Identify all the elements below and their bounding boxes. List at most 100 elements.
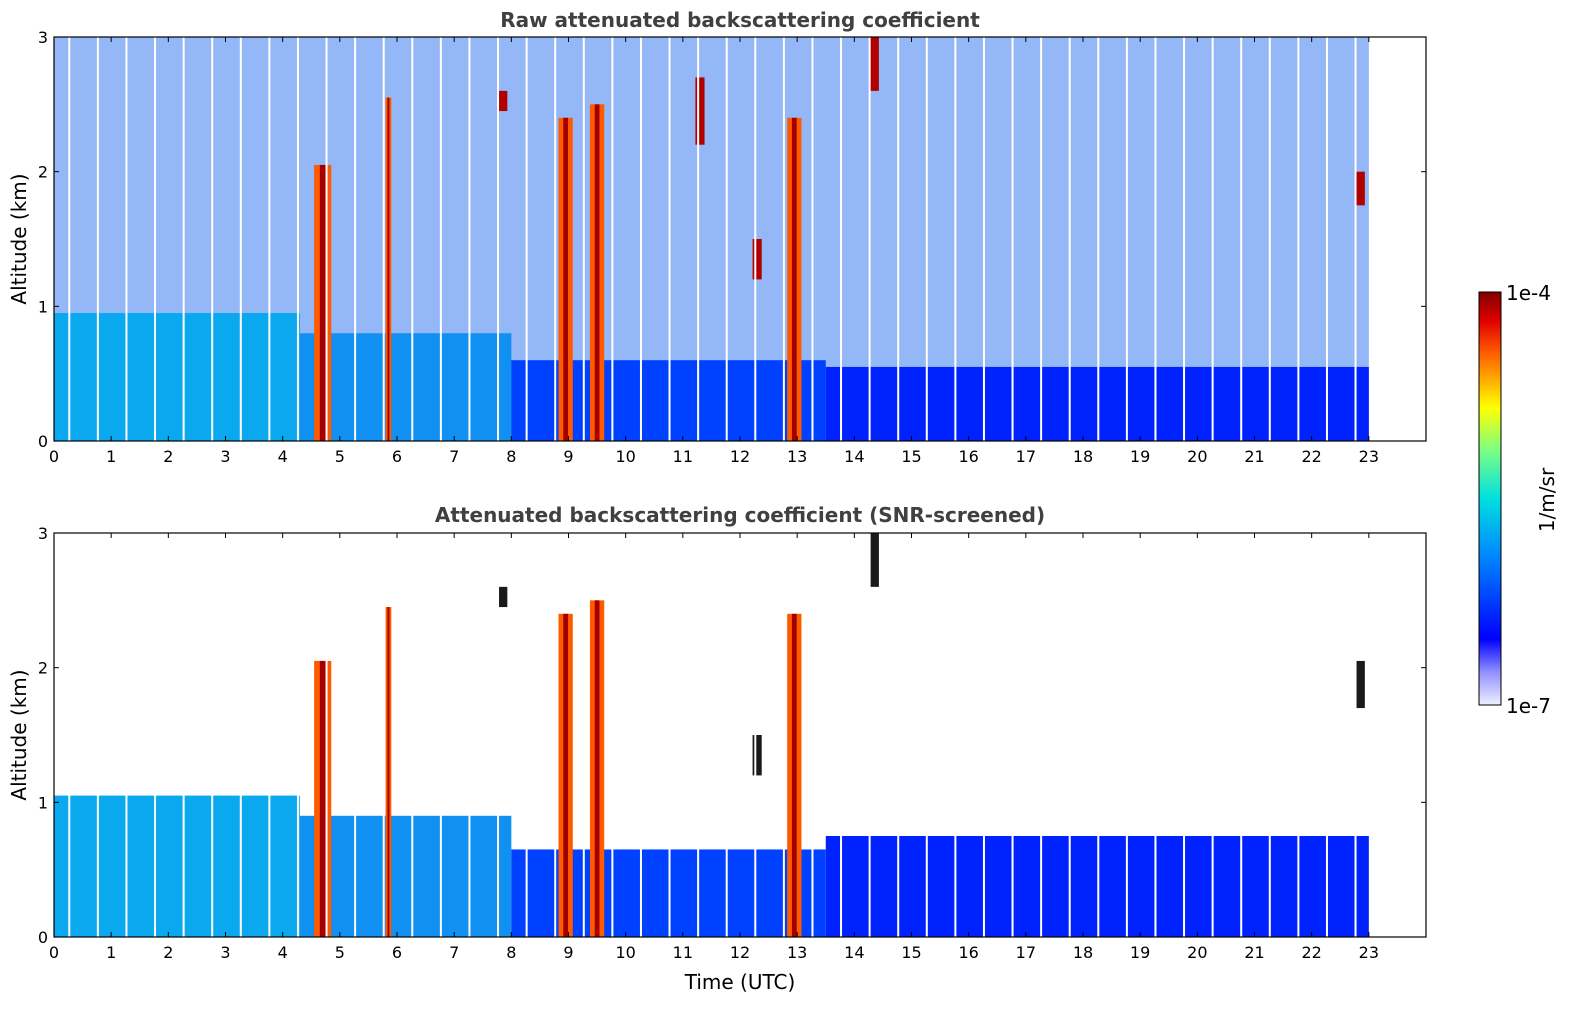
cloud-patch [498, 90, 508, 112]
data-gap [982, 533, 985, 937]
x-tick-label: 19 [1130, 943, 1150, 962]
x-tick-label: 18 [1073, 943, 1093, 962]
boundary-layer-block [54, 795, 300, 937]
y-tick-label: 2 [38, 163, 48, 182]
x-tick-label: 11 [673, 447, 693, 466]
data-gap [1097, 533, 1100, 937]
data-gap [1211, 533, 1214, 937]
x-tick-label: 10 [615, 447, 635, 466]
colorbar-min-label: 1e-7 [1506, 694, 1551, 718]
data-gap [868, 533, 871, 937]
data-gap [525, 37, 528, 441]
snr-panel-title: Attenuated backscattering coefficient (S… [435, 503, 1045, 527]
data-gap [1297, 37, 1300, 441]
data-gap [868, 37, 871, 441]
x-tick-label: 6 [392, 943, 402, 962]
cloud-column-core [563, 613, 569, 937]
data-gap [382, 533, 385, 937]
raw-panel-title: Raw attenuated backscattering coefficien… [500, 8, 980, 32]
data-gap [925, 37, 928, 441]
data-gap [554, 37, 557, 441]
data-gap [296, 533, 299, 937]
boundary-layer-block [299, 815, 512, 937]
x-tick-label: 16 [958, 943, 978, 962]
data-gap [1240, 533, 1243, 937]
raw-backscatter-panel: Raw attenuated backscattering coefficien… [7, 8, 1427, 466]
data-gap [439, 533, 442, 937]
data-gap [725, 533, 728, 937]
data-gap [1325, 37, 1328, 441]
data-gap [1354, 37, 1357, 441]
colorbar-unit-label: 1/m/sr [1535, 467, 1559, 532]
raw-heatmap [54, 37, 1369, 442]
data-gap [411, 37, 414, 441]
data-gap [725, 37, 728, 441]
data-gap [1125, 533, 1128, 937]
y-tick-label: 3 [38, 28, 48, 47]
data-gap [525, 533, 528, 937]
cloud-column-core [319, 660, 326, 937]
x-tick-label: 21 [1244, 447, 1264, 466]
data-gap [354, 533, 357, 937]
x-tick-label: 21 [1244, 943, 1264, 962]
y-tick-label: 3 [38, 524, 48, 543]
x-tick-label: 8 [506, 943, 516, 962]
data-gap [125, 533, 128, 937]
x-tick-label: 0 [49, 943, 59, 962]
data-gap [697, 533, 700, 937]
x-tick-label: 5 [335, 447, 345, 466]
data-gap [211, 533, 214, 937]
data-gap [239, 37, 242, 441]
x-tick-label: 15 [901, 447, 921, 466]
data-gap [1011, 533, 1014, 937]
cloud-patch [869, 37, 879, 91]
x-tick-label: 15 [901, 943, 921, 962]
cloud-column-core [594, 600, 600, 937]
data-gap [68, 37, 71, 441]
boundary-layer-block [54, 313, 300, 441]
cloud-column-core [563, 117, 569, 442]
data-gap [582, 37, 585, 441]
x-tick-label: 6 [392, 447, 402, 466]
data-gap [668, 533, 671, 937]
y-tick-label: 1 [38, 297, 48, 316]
data-gap [1097, 37, 1100, 441]
x-tick-label: 9 [563, 943, 573, 962]
data-gap [1040, 533, 1043, 937]
data-gap [1068, 533, 1071, 937]
data-gap [1354, 533, 1357, 937]
data-gap [840, 37, 843, 441]
data-gap [668, 37, 671, 441]
cloud-patch [1355, 171, 1365, 206]
x-tick-label: 17 [1016, 447, 1036, 466]
raw-axes: 0 1 2 3 4 5 6 7 8 9 10 11 12 13 14 15 16 17 18 19 20 21 22 2301… [38, 28, 1426, 466]
x-tick-label: 22 [1301, 447, 1321, 466]
x-tick-label: 12 [730, 943, 750, 962]
data-gap [468, 533, 471, 937]
data-gap [582, 533, 585, 937]
cloud-patch [752, 735, 762, 776]
data-gap [439, 37, 442, 441]
x-tick-label: 2 [163, 447, 173, 466]
x-tick-label: 14 [844, 943, 864, 962]
data-gap [68, 533, 71, 937]
y-tick-label: 0 [38, 432, 48, 451]
cloud-column-core [387, 97, 390, 441]
x-tick-label: 10 [615, 943, 635, 962]
data-gap [782, 37, 785, 441]
boundary-layer-block [299, 333, 512, 441]
data-gap [1154, 37, 1157, 441]
x-tick-label: 23 [1359, 943, 1379, 962]
data-gap [411, 533, 414, 937]
cloud-column-core [791, 117, 797, 442]
data-gap [268, 533, 271, 937]
cloud-column-core [387, 607, 390, 937]
x-tick-label: 3 [220, 943, 230, 962]
data-gap [1068, 37, 1071, 441]
x-tick-label: 23 [1359, 447, 1379, 466]
colorbar-max-label: 1e-4 [1506, 281, 1551, 305]
data-gap [1325, 533, 1328, 937]
cloud-patch [869, 533, 879, 587]
data-gap [96, 37, 99, 441]
